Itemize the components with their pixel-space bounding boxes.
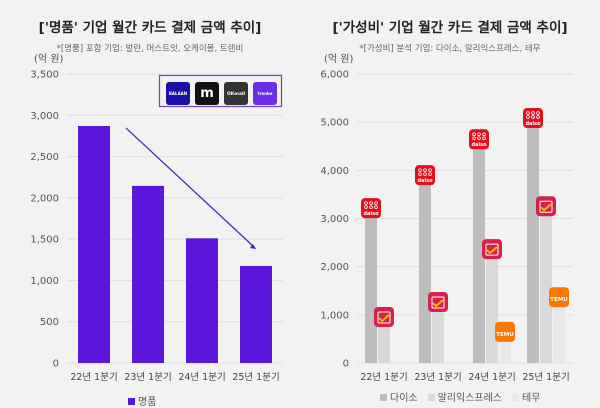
- y-tick-label: 1,000: [320, 310, 349, 321]
- arrow-head-icon: [250, 244, 256, 249]
- bar-0-0-1: [132, 185, 164, 363]
- bar-1-0-2: [473, 133, 485, 363]
- bar-1-1-1: [432, 296, 444, 363]
- y-tick-label: 3,000: [320, 214, 349, 225]
- bar-1-0-1: [419, 169, 431, 363]
- svg-text:m: m: [200, 86, 214, 101]
- legend-item-aliexpress: 알리익스프레스: [427, 389, 503, 404]
- right-chart-subtitle: *[가성비] 분석 기업: 다이소, 알리익스프레스, 테무: [359, 44, 541, 54]
- x-tick-label: 25년 1분기: [232, 372, 279, 383]
- daiso-icon: daiso: [523, 108, 543, 129]
- legend-label: 테무: [522, 393, 541, 404]
- right-y-unit: (억 원): [324, 54, 354, 65]
- left-chart-title: ['명품' 기업 월간 카드 결제 금액 추이]: [38, 20, 262, 36]
- y-tick-label: 0: [343, 359, 349, 370]
- y-tick-label: 2,000: [320, 262, 349, 273]
- daiso-icon: daiso: [361, 198, 381, 219]
- daiso-icon: daiso: [415, 165, 435, 186]
- bar-1-0-0: [365, 202, 377, 363]
- x-tick-label: 24년 1분기: [468, 372, 515, 383]
- y-tick-label: 2,500: [30, 152, 59, 163]
- legend-label: 알리익스프레스: [437, 393, 503, 404]
- x-tick-label: 25년 1분기: [522, 372, 569, 383]
- x-tick-label: 22년 1분기: [360, 372, 407, 383]
- svg-text:TEMU: TEMU: [496, 332, 513, 338]
- bar-1-2-3: [553, 291, 565, 363]
- left-chart-subtitle: *[명품] 포함 기업: 발란, 머스트잇, 오케이몰, 트렌비: [56, 44, 244, 54]
- svg-text:daiso: daiso: [525, 121, 541, 127]
- svg-text:daiso: daiso: [471, 142, 487, 148]
- brand-logo-3: trenbe: [253, 82, 277, 105]
- bar-1-1-2: [486, 243, 498, 363]
- y-tick-label: 2,000: [30, 193, 59, 204]
- aliexpress-icon: [428, 292, 448, 313]
- svg-text:OKmall: OKmall: [227, 91, 246, 97]
- temu-icon: TEMU: [495, 321, 515, 342]
- bar-1-0-3: [527, 112, 539, 363]
- x-tick-label: 23년 1분기: [414, 372, 461, 383]
- right-legend: 다이소 알리익스프레스 테무: [380, 389, 540, 404]
- svg-text:daiso: daiso: [417, 178, 433, 184]
- legend-item-luxury: 명품: [128, 393, 156, 408]
- y-tick-label: 3,000: [30, 111, 59, 122]
- brand-logo-0: BALAAN: [166, 82, 190, 105]
- bar-0-0-2: [186, 238, 218, 363]
- y-tick-label: 1,000: [30, 276, 59, 287]
- brand-logo-1: m: [195, 82, 219, 105]
- bar-0-0-3: [240, 265, 272, 363]
- y-tick-label: 3,500: [30, 70, 59, 81]
- x-tick-label: 24년 1분기: [178, 372, 225, 383]
- x-tick-label: 23년 1분기: [124, 372, 171, 383]
- y-tick-label: 500: [40, 317, 59, 328]
- trend-arrow: [125, 127, 254, 247]
- y-tick-label: 0: [53, 359, 59, 370]
- logo-box: [158, 74, 283, 108]
- legend-item-temu: 테무: [512, 389, 540, 404]
- svg-text:daiso: daiso: [363, 211, 379, 217]
- svg-text:BALAAN: BALAAN: [169, 91, 187, 96]
- svg-text:TEMU: TEMU: [550, 297, 567, 303]
- temu-icon: TEMU: [549, 287, 569, 308]
- aliexpress-icon: [536, 196, 556, 217]
- svg-text:trenbe: trenbe: [257, 91, 272, 96]
- brand-logo-2: OKmall: [224, 82, 248, 105]
- x-tick-label: 22년 1분기: [70, 372, 117, 383]
- bar-1-1-3: [540, 200, 552, 363]
- y-tick-label: 4,000: [320, 166, 349, 177]
- legend-label: 다이소: [390, 393, 418, 404]
- daiso-icon: daiso: [469, 129, 489, 150]
- y-tick-label: 5,000: [320, 118, 349, 129]
- y-tick-label: 1,500: [30, 235, 59, 246]
- y-tick-label: 6,000: [320, 70, 349, 81]
- legend-label: 명품: [138, 397, 157, 408]
- left-y-unit: (억 원): [34, 54, 64, 65]
- aliexpress-icon: [374, 306, 394, 327]
- right-chart-title: ['가성비' 기업 월간 카드 결제 금액 추이]: [332, 20, 568, 36]
- left-legend: 명품: [128, 393, 156, 408]
- aliexpress-icon: [482, 239, 502, 260]
- bar-0-0-0: [78, 126, 110, 364]
- legend-item-daiso: 다이소: [380, 389, 418, 404]
